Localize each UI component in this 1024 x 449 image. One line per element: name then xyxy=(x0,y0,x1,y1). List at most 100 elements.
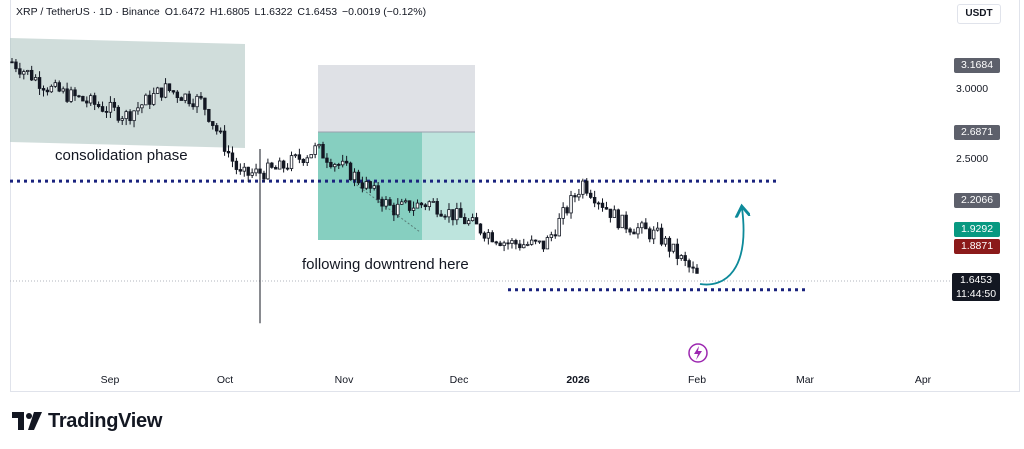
candle[interactable] xyxy=(604,207,609,210)
candle[interactable] xyxy=(624,214,628,230)
candle[interactable] xyxy=(592,197,597,204)
candle[interactable] xyxy=(242,166,246,172)
candle[interactable] xyxy=(297,154,302,160)
candle[interactable] xyxy=(600,202,605,208)
candle[interactable] xyxy=(41,88,46,91)
candle[interactable] xyxy=(136,107,140,112)
candle[interactable] xyxy=(317,143,321,147)
candle[interactable] xyxy=(329,161,333,168)
candle[interactable] xyxy=(120,118,124,121)
candle[interactable] xyxy=(557,217,561,237)
candle[interactable] xyxy=(356,171,361,184)
candle[interactable] xyxy=(435,201,439,215)
candle[interactable] xyxy=(266,162,270,180)
candle[interactable] xyxy=(407,200,412,211)
price-tag[interactable]: 1.8871 xyxy=(954,239,1000,254)
candle[interactable] xyxy=(69,89,73,102)
candle[interactable] xyxy=(152,93,156,105)
candle[interactable] xyxy=(632,231,636,235)
price-tag[interactable]: 3.1684 xyxy=(954,58,1000,73)
candle[interactable] xyxy=(325,157,329,163)
downtrend-label[interactable]: following downtrend here xyxy=(302,256,469,273)
candle[interactable] xyxy=(187,93,191,105)
candle[interactable] xyxy=(565,207,569,214)
candle[interactable] xyxy=(238,169,243,172)
candle[interactable] xyxy=(474,217,479,225)
candle[interactable] xyxy=(278,160,282,170)
candle[interactable] xyxy=(274,167,278,170)
candle[interactable] xyxy=(309,154,313,159)
candle[interactable] xyxy=(10,61,14,64)
candle[interactable] xyxy=(203,97,207,110)
candle[interactable] xyxy=(163,83,168,98)
candle[interactable] xyxy=(57,82,61,92)
candle[interactable] xyxy=(337,164,341,166)
candle[interactable] xyxy=(663,237,668,245)
upward-arrow[interactable] xyxy=(699,208,744,286)
candle[interactable] xyxy=(545,237,550,250)
candle[interactable] xyxy=(466,220,471,225)
candle[interactable] xyxy=(144,94,148,106)
candle[interactable] xyxy=(53,82,58,87)
candle[interactable] xyxy=(384,199,388,207)
candle[interactable] xyxy=(195,95,199,108)
candle[interactable] xyxy=(344,160,349,164)
candle[interactable] xyxy=(368,181,372,189)
candle[interactable] xyxy=(459,208,463,218)
candle[interactable] xyxy=(226,150,231,154)
candle[interactable] xyxy=(549,234,554,238)
candle[interactable] xyxy=(124,111,128,120)
candle[interactable] xyxy=(293,154,298,157)
candle[interactable] xyxy=(518,243,522,249)
candle[interactable] xyxy=(207,108,211,122)
candle[interactable] xyxy=(301,158,306,163)
candle[interactable] xyxy=(529,239,534,245)
candle[interactable] xyxy=(222,130,227,152)
candle[interactable] xyxy=(281,160,286,169)
candle[interactable] xyxy=(478,223,483,234)
candle[interactable] xyxy=(305,157,309,163)
candle[interactable] xyxy=(683,255,687,262)
candle[interactable] xyxy=(648,228,652,240)
candle[interactable] xyxy=(37,77,42,89)
candle[interactable] xyxy=(620,214,624,229)
candle[interactable] xyxy=(73,89,77,97)
candle[interactable] xyxy=(687,260,691,268)
candle[interactable] xyxy=(447,209,451,218)
candle[interactable] xyxy=(679,255,683,259)
candle[interactable] xyxy=(254,168,258,174)
candle[interactable] xyxy=(128,111,132,122)
candle[interactable] xyxy=(573,195,577,198)
candle[interactable] xyxy=(651,229,656,240)
candle[interactable] xyxy=(285,167,290,170)
candle[interactable] xyxy=(270,162,274,168)
candle[interactable] xyxy=(230,152,235,162)
candle[interactable] xyxy=(510,240,514,244)
candle[interactable] xyxy=(451,209,455,221)
candle[interactable] xyxy=(26,69,30,72)
candle[interactable] xyxy=(411,207,416,211)
candle[interactable] xyxy=(65,88,69,102)
candle[interactable] xyxy=(655,227,660,231)
candle[interactable] xyxy=(262,172,266,180)
candle[interactable] xyxy=(659,227,664,245)
candle[interactable] xyxy=(415,202,420,209)
candle[interactable] xyxy=(18,68,22,75)
candle[interactable] xyxy=(486,232,491,239)
candle[interactable] xyxy=(380,198,384,207)
candle[interactable] xyxy=(33,77,38,81)
candle[interactable] xyxy=(443,215,447,218)
candle[interactable] xyxy=(691,266,695,269)
candle[interactable] xyxy=(191,103,195,108)
candle[interactable] xyxy=(671,243,676,252)
candle[interactable] xyxy=(171,90,176,93)
candle[interactable] xyxy=(376,185,380,200)
candle[interactable] xyxy=(644,222,648,230)
candle[interactable] xyxy=(179,97,183,101)
candle[interactable] xyxy=(108,101,113,113)
price-tag[interactable]: 2.2066 xyxy=(954,193,1000,208)
candle[interactable] xyxy=(423,204,428,208)
candle[interactable] xyxy=(77,95,81,98)
candle[interactable] xyxy=(340,160,345,166)
